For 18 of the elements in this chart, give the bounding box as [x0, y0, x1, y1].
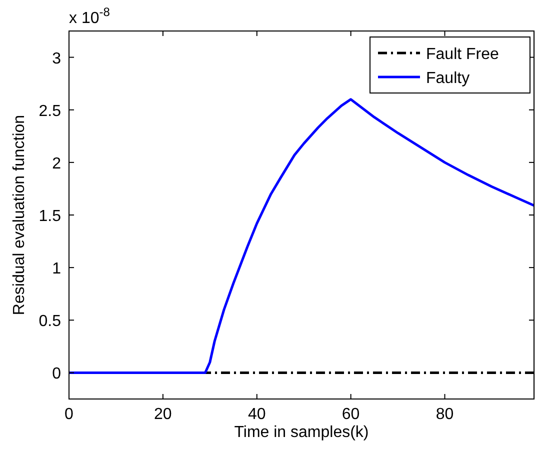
- line-series: [68, 98, 535, 374]
- x-axis-title: Time in samples(k): [234, 424, 369, 441]
- y-tick-label: 0: [52, 366, 62, 383]
- y-tick-label: 1.5: [38, 208, 62, 225]
- legend-label: Fault Free: [426, 46, 500, 63]
- y-tick-label: 0.5: [38, 313, 62, 330]
- y-tick-label: 2.5: [38, 102, 62, 120]
- x-tick-label: 80: [436, 406, 454, 423]
- x-tick-label: 60: [342, 406, 360, 423]
- y-tick-label: 1: [52, 260, 62, 278]
- x-tick-label: 40: [248, 406, 266, 423]
- y-tick-label: 2: [52, 155, 62, 172]
- text: x 10$^{-8}$: [69, 5, 110, 27]
- y-axis-title: Residual evaluation function: [11, 114, 28, 316]
- x-tick-label: 20: [154, 406, 172, 423]
- x-tick-label: 0: [64, 406, 74, 423]
- y-tick-label: 3: [52, 50, 62, 68]
- legend-label: Faulty: [426, 70, 470, 87]
